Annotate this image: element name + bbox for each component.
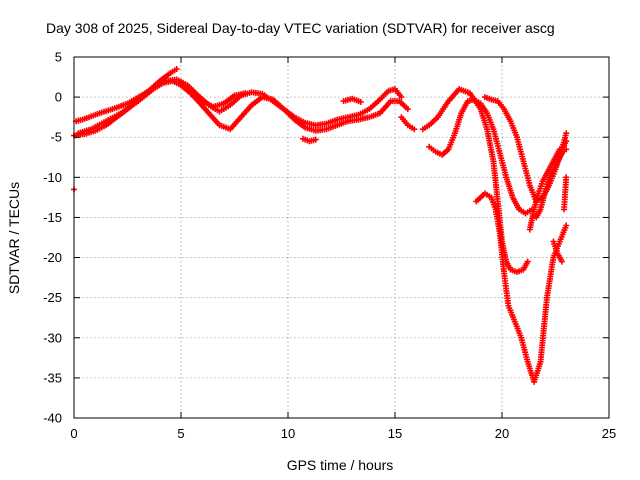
data-point (173, 66, 180, 72)
data-point (563, 146, 570, 153)
x-tick-label: 20 (495, 426, 509, 441)
y-tick-label: -15 (43, 210, 62, 225)
y-tick-label: 0 (55, 90, 62, 105)
series-track-d (190, 90, 249, 110)
data-point (563, 222, 570, 229)
x-tick-label: 0 (70, 426, 77, 441)
data-point (312, 136, 319, 143)
series-track-l (526, 138, 570, 233)
y-axis-title: SDTVAR / TECUs (6, 182, 22, 294)
data-point (357, 98, 364, 105)
series-track-i (426, 96, 535, 217)
y-tick-label: -30 (43, 330, 62, 345)
y-tick-label: -10 (43, 170, 62, 185)
grid-layer (74, 57, 609, 418)
data-point (411, 126, 418, 133)
y-tick-label: -5 (50, 130, 62, 145)
data-point (563, 174, 570, 181)
x-tick-label: 25 (602, 426, 616, 441)
y-tick-label: 5 (55, 50, 62, 65)
data-point (404, 106, 411, 113)
series-track-h (419, 86, 531, 275)
data-point (524, 258, 531, 265)
x-tick-label: 10 (281, 426, 295, 441)
y-tick-label: -20 (43, 250, 62, 265)
y-tick-label: -25 (43, 290, 62, 305)
data-point (242, 90, 249, 97)
data-point (563, 130, 570, 137)
data-point (558, 258, 565, 265)
series-track-m (533, 146, 570, 221)
series-track-n (561, 174, 570, 213)
chart-title: Day 308 of 2025, Sidereal Day-to-day VTE… (46, 20, 555, 36)
series-track-e (300, 135, 319, 145)
plot-frame (73, 56, 610, 419)
y-tick-label: -40 (43, 411, 62, 426)
series-track-j (473, 190, 570, 385)
series-track-f (340, 95, 364, 105)
series-track-o (550, 238, 565, 265)
tick-layer: 0 5 10 15 20 25 -40 -35 -30 -25 -20 -15 -10 -5 0 5 (43, 50, 616, 442)
x-axis-title: GPS time / hours (287, 457, 394, 473)
data-point (563, 138, 570, 145)
x-tick-label: 5 (177, 426, 184, 441)
y-tick-label: -35 (43, 370, 62, 385)
series-track-c (75, 78, 411, 137)
x-tick-label: 15 (388, 426, 402, 441)
series-track-g (398, 114, 418, 133)
mark-layer (71, 66, 570, 385)
data-point (398, 94, 405, 101)
